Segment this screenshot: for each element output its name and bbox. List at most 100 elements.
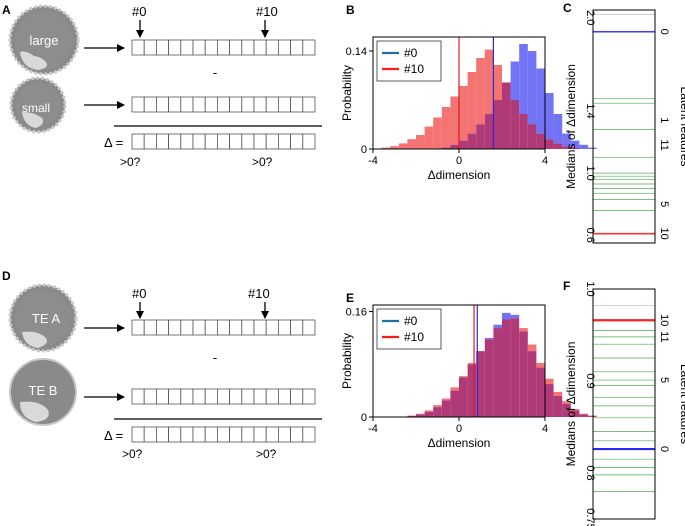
vector-cell	[290, 133, 304, 150]
x-tick-label: 0	[456, 155, 462, 167]
histogram-bar-overlap	[562, 403, 571, 417]
vector-cell	[290, 319, 304, 336]
vector-cell	[192, 133, 206, 150]
vector-cell	[290, 426, 304, 443]
histogram-bar-overlap	[570, 147, 580, 149]
histogram-bar-overlap	[484, 339, 494, 417]
vector-cell	[229, 133, 243, 150]
histogram-bar-series0	[545, 93, 554, 140]
vector-cell	[290, 96, 304, 113]
y-tick-label: 0.16	[346, 307, 367, 319]
vector-cell	[216, 96, 230, 113]
vector-cell	[277, 133, 291, 150]
vector-cell	[168, 426, 182, 443]
y-tick-label: 2.0	[584, 10, 596, 25]
vector-cell	[155, 388, 169, 405]
histogram-bar-overlap	[493, 100, 502, 149]
histogram-bar-overlap	[407, 415, 416, 417]
right-axis-label: Latent features	[678, 86, 685, 166]
vector-cell	[192, 319, 206, 336]
vector-cell	[241, 388, 255, 405]
vector-cell	[277, 319, 291, 336]
histogram-bar-series10	[416, 135, 425, 149]
vector-cell	[253, 388, 267, 405]
vector-cell	[131, 39, 145, 56]
feature-label: 5	[658, 201, 670, 207]
histogram-bar-overlap	[459, 377, 468, 417]
vector-cell	[168, 319, 182, 336]
vector-cell	[253, 426, 267, 443]
feature-label: 5	[658, 377, 670, 383]
vector-cell	[180, 319, 194, 336]
panel-a: A large small #0 #10 - Δ = >0? >0?	[2, 3, 322, 169]
histogram-bar-series10	[390, 146, 399, 149]
vector-cell	[290, 39, 304, 56]
histogram-bar-overlap	[553, 143, 563, 149]
histogram-bar-series0	[510, 314, 520, 319]
legend-label: #0	[404, 314, 418, 328]
vector-cell	[241, 319, 255, 336]
histogram-bar-series10	[381, 147, 391, 149]
vector-rows	[131, 39, 316, 150]
vector-cell	[204, 319, 218, 336]
vector-cell	[155, 39, 169, 56]
vector-cell	[155, 133, 169, 150]
vector-cell	[180, 96, 194, 113]
histogram-bar-overlap	[510, 100, 520, 149]
delta-label: Δ =	[104, 428, 123, 443]
vector-cell	[168, 96, 182, 113]
vector-cell	[168, 39, 182, 56]
histogram-bar-series10	[407, 139, 416, 149]
histogram-bar-overlap	[536, 133, 545, 149]
vector-cell	[265, 133, 279, 150]
y-axis-label: Probability	[340, 65, 354, 121]
vector-cell	[180, 39, 194, 56]
feature-label: 0	[658, 446, 670, 452]
y-tick-label: 0	[361, 412, 367, 424]
cell-large-label: large	[30, 33, 59, 48]
vector-cell	[131, 133, 145, 150]
histogram-bar-series0	[562, 133, 571, 147]
vector-cell	[277, 426, 291, 443]
vector-cell	[241, 96, 255, 113]
vector-cell	[265, 96, 279, 113]
histogram-bar-overlap	[527, 351, 537, 417]
histogram-bar-series10	[433, 117, 442, 149]
vector-cell	[143, 96, 157, 113]
vector-cell	[143, 133, 157, 150]
median-chart-f: 0.75 0.8 0.9 1.0 Medians of Δdimension 10 11 5 0…	[564, 281, 685, 526]
vector-cell	[253, 319, 267, 336]
panel-letter-b: B	[346, 3, 355, 17]
y-tick-label: 0.75	[584, 508, 596, 526]
histogram-bar-series0	[579, 144, 588, 149]
histogram-bar-overlap	[536, 367, 545, 417]
histogram-bar-overlap	[502, 82, 511, 149]
histogram-bar-overlap	[502, 319, 511, 417]
y-tick-label: 0.8	[584, 465, 596, 480]
histogram-bar-series0	[484, 337, 494, 340]
minus-sign: -	[213, 65, 217, 80]
gt-zero-left: >0?	[120, 155, 141, 169]
vector-cell	[143, 388, 157, 405]
histogram-bar-overlap	[433, 407, 442, 417]
x-axis-label: Δdimension	[428, 168, 491, 182]
vector-cell	[302, 426, 316, 443]
histogram-bar-series0	[502, 312, 511, 320]
histogram-bar-overlap	[476, 351, 485, 417]
cell-small-label: small	[22, 101, 50, 115]
gt-zero-left: >0?	[122, 447, 143, 461]
histogram-bar-series10	[527, 344, 537, 352]
x-tick-label: -4	[368, 155, 378, 167]
pointer-label-0: #0	[132, 4, 146, 19]
vector-cell	[229, 96, 243, 113]
histogram-bar-series10	[476, 58, 485, 125]
x-tick-label: 0	[456, 423, 462, 435]
histogram-bar-overlap	[545, 139, 554, 149]
vector-cell	[265, 388, 279, 405]
histogram-bar-series0	[519, 44, 528, 114]
vector-cell	[180, 426, 194, 443]
